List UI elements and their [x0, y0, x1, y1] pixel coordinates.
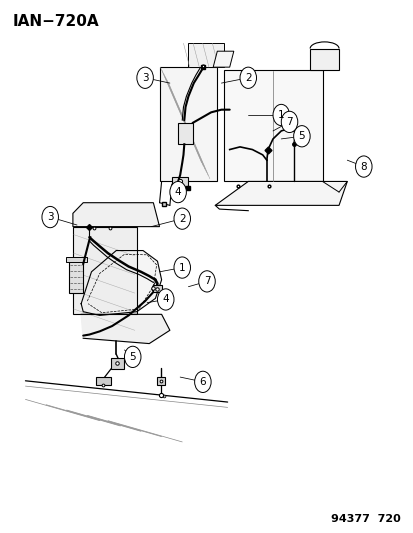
- Polygon shape: [223, 70, 322, 181]
- Circle shape: [124, 346, 141, 368]
- Circle shape: [137, 67, 153, 88]
- Circle shape: [173, 208, 190, 229]
- Circle shape: [173, 257, 190, 278]
- Polygon shape: [111, 358, 123, 368]
- Polygon shape: [171, 177, 188, 185]
- Text: 8: 8: [360, 161, 366, 172]
- Text: 4: 4: [162, 294, 169, 304]
- Polygon shape: [213, 51, 233, 67]
- Circle shape: [198, 271, 215, 292]
- Polygon shape: [188, 43, 223, 67]
- Circle shape: [280, 111, 297, 133]
- Polygon shape: [309, 49, 338, 70]
- Circle shape: [355, 156, 371, 177]
- Text: 5: 5: [298, 131, 304, 141]
- Circle shape: [240, 67, 256, 88]
- Circle shape: [169, 181, 186, 203]
- Text: 4: 4: [174, 187, 181, 197]
- Circle shape: [157, 289, 173, 310]
- Text: 7: 7: [203, 277, 210, 286]
- Polygon shape: [66, 257, 86, 262]
- Polygon shape: [73, 227, 137, 314]
- Polygon shape: [81, 314, 169, 344]
- Circle shape: [42, 206, 58, 228]
- Text: 94377  720: 94377 720: [330, 514, 400, 524]
- Circle shape: [272, 104, 289, 126]
- Polygon shape: [157, 377, 164, 384]
- Polygon shape: [73, 203, 159, 227]
- Polygon shape: [81, 251, 161, 316]
- Polygon shape: [95, 376, 111, 384]
- Text: 6: 6: [199, 377, 206, 387]
- Text: 2: 2: [178, 214, 185, 224]
- Polygon shape: [215, 181, 347, 205]
- Text: IAN−720A: IAN−720A: [13, 14, 100, 29]
- Circle shape: [293, 126, 309, 147]
- Text: 5: 5: [129, 352, 136, 362]
- Polygon shape: [178, 123, 192, 144]
- Text: 1: 1: [178, 263, 185, 272]
- Text: 3: 3: [47, 212, 53, 222]
- Text: 1: 1: [277, 110, 284, 120]
- Polygon shape: [152, 285, 161, 292]
- Polygon shape: [69, 261, 83, 293]
- Text: 3: 3: [142, 73, 148, 83]
- Text: 2: 2: [244, 73, 251, 83]
- Text: 7: 7: [285, 117, 292, 127]
- Circle shape: [194, 371, 211, 392]
- Polygon shape: [159, 67, 217, 181]
